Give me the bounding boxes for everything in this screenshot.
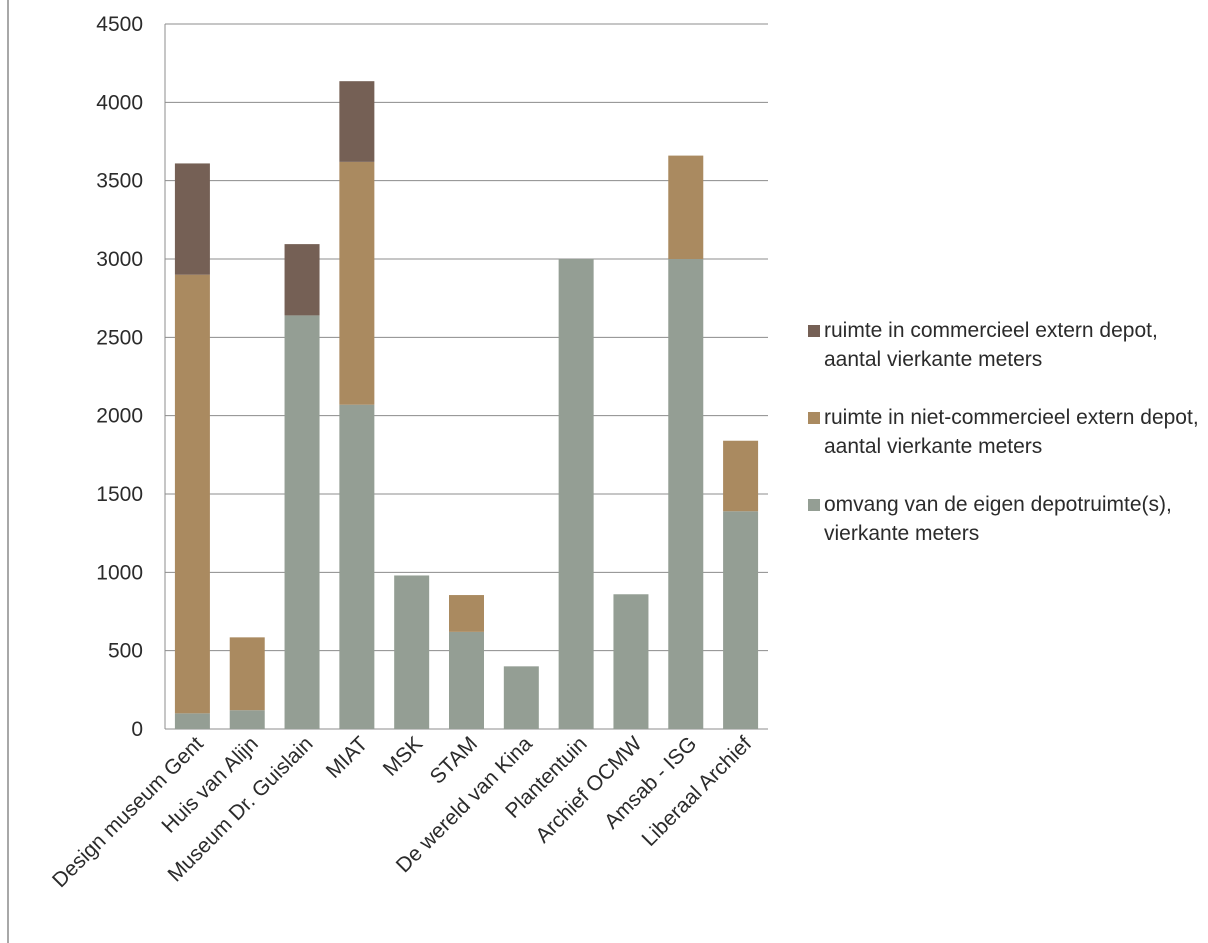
bar-segment [394,575,430,729]
legend-swatch [808,412,820,424]
legend-swatch [808,499,820,511]
x-tick-label: Huis van Alijn [157,732,262,837]
y-tick-label: 4000 [96,91,143,114]
y-tick-label: 2000 [96,405,143,428]
bar-segment [339,81,375,162]
x-tick-label: MSK [379,732,427,780]
bar-segment [174,274,210,714]
y-tick-label: 1000 [96,561,143,584]
y-tick-label: 2500 [96,326,143,349]
y-tick-label: 0 [131,718,143,741]
y-tick-label: 3000 [96,248,143,271]
x-tick-label: MIAT [322,732,373,783]
bar-segment [284,244,320,316]
bar-segment [668,155,704,259]
y-tick-label: 1500 [96,483,143,506]
gridlines [165,23,768,730]
legend: ruimte in commercieel extern depot, aant… [808,316,1203,577]
legend-item: ruimte in niet-commercieel extern depot,… [808,403,1203,461]
y-tick-labels: 0 500 1000 1500 2000 2500 3000 3500 4000 4500 [96,13,143,741]
legend-label: ruimte in niet-commercieel extern depot,… [824,406,1199,458]
bar-segment [503,666,539,729]
bar-segment [174,713,210,729]
bar-segment [668,259,704,729]
bar-segment [723,511,759,729]
legend-item: ruimte in commercieel extern depot, aant… [808,316,1203,374]
bar-segment [174,163,210,275]
legend-label: omvang van de eigen depotruimte(s), vier… [824,493,1172,545]
y-tick-label: 4500 [96,13,143,36]
legend-label: ruimte in commercieel extern depot, aant… [824,319,1158,371]
bar-segment [339,404,375,729]
bar-segment [723,440,759,512]
y-tick-label: 500 [108,640,143,663]
legend-item: omvang van de eigen depotruimte(s), vier… [808,490,1203,548]
bar-segment [229,710,265,729]
bar-segment [449,595,484,632]
bar-segment [449,631,484,729]
legend-swatch [808,325,820,337]
bar-segment [284,315,320,729]
bars [174,81,759,729]
y-tick-label: 3500 [96,170,143,193]
bar-segment [613,594,649,729]
bar-segment [229,637,265,711]
bar-segment [558,259,594,729]
bar-segment [339,161,375,405]
